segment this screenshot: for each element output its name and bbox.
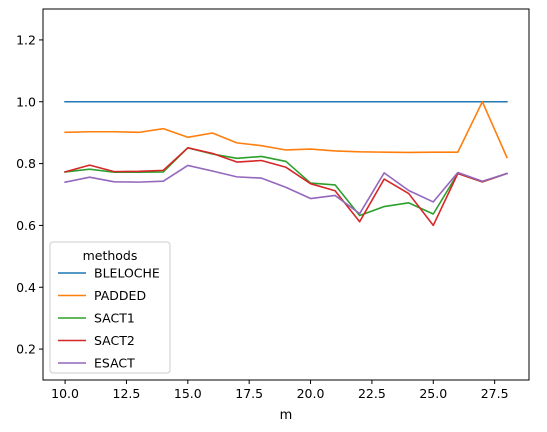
legend-label-padded: PADDED	[94, 288, 146, 303]
x-axis: 10.0 12.5 15.0 17.5 20.0 22.5 25.0 27.5	[51, 380, 509, 401]
y-tick-label: 1.0	[16, 94, 36, 109]
x-tick-label: 17.5	[235, 386, 263, 401]
series-line-sact2	[64, 147, 508, 227]
x-tick-label: 20.0	[297, 386, 325, 401]
x-tick-label: 25.0	[419, 386, 447, 401]
legend-label-esact: ESACT	[94, 356, 135, 371]
legend: methods BLELOCHE PADDED SACT1 SACT2 ESACT	[49, 241, 171, 374]
y-tick-label: 0.6	[16, 218, 36, 233]
series-line-padded	[64, 100, 508, 159]
series-line-esact	[64, 164, 508, 215]
y-tick-label: 0.8	[16, 156, 36, 171]
plot-frame	[42, 8, 530, 381]
legend-label-bleloche: BLELOCHE	[94, 266, 160, 281]
x-tick-label: 12.5	[113, 386, 141, 401]
series-line-sact1	[64, 147, 508, 217]
x-tick-label: 10.0	[51, 386, 79, 401]
x-tick-label: 27.5	[481, 386, 509, 401]
plot-lines	[64, 100, 508, 227]
y-tick-label: 1.2	[16, 32, 36, 47]
y-tick-label: 0.2	[16, 342, 36, 357]
y-axis: 0.2 0.4 0.6 0.8 1.0 1.2	[16, 32, 43, 357]
legend-title: methods	[83, 248, 138, 263]
legend-items: BLELOCHE PADDED SACT1 SACT2 ESACT	[58, 266, 160, 371]
y-tick-label: 0.4	[16, 280, 36, 295]
legend-label-sact2: SACT2	[94, 333, 135, 348]
legend-label-sact1: SACT1	[94, 311, 135, 326]
x-tick-label: 15.0	[174, 386, 202, 401]
x-tick-label: 22.5	[358, 386, 386, 401]
x-axis-label: m	[280, 408, 293, 423]
